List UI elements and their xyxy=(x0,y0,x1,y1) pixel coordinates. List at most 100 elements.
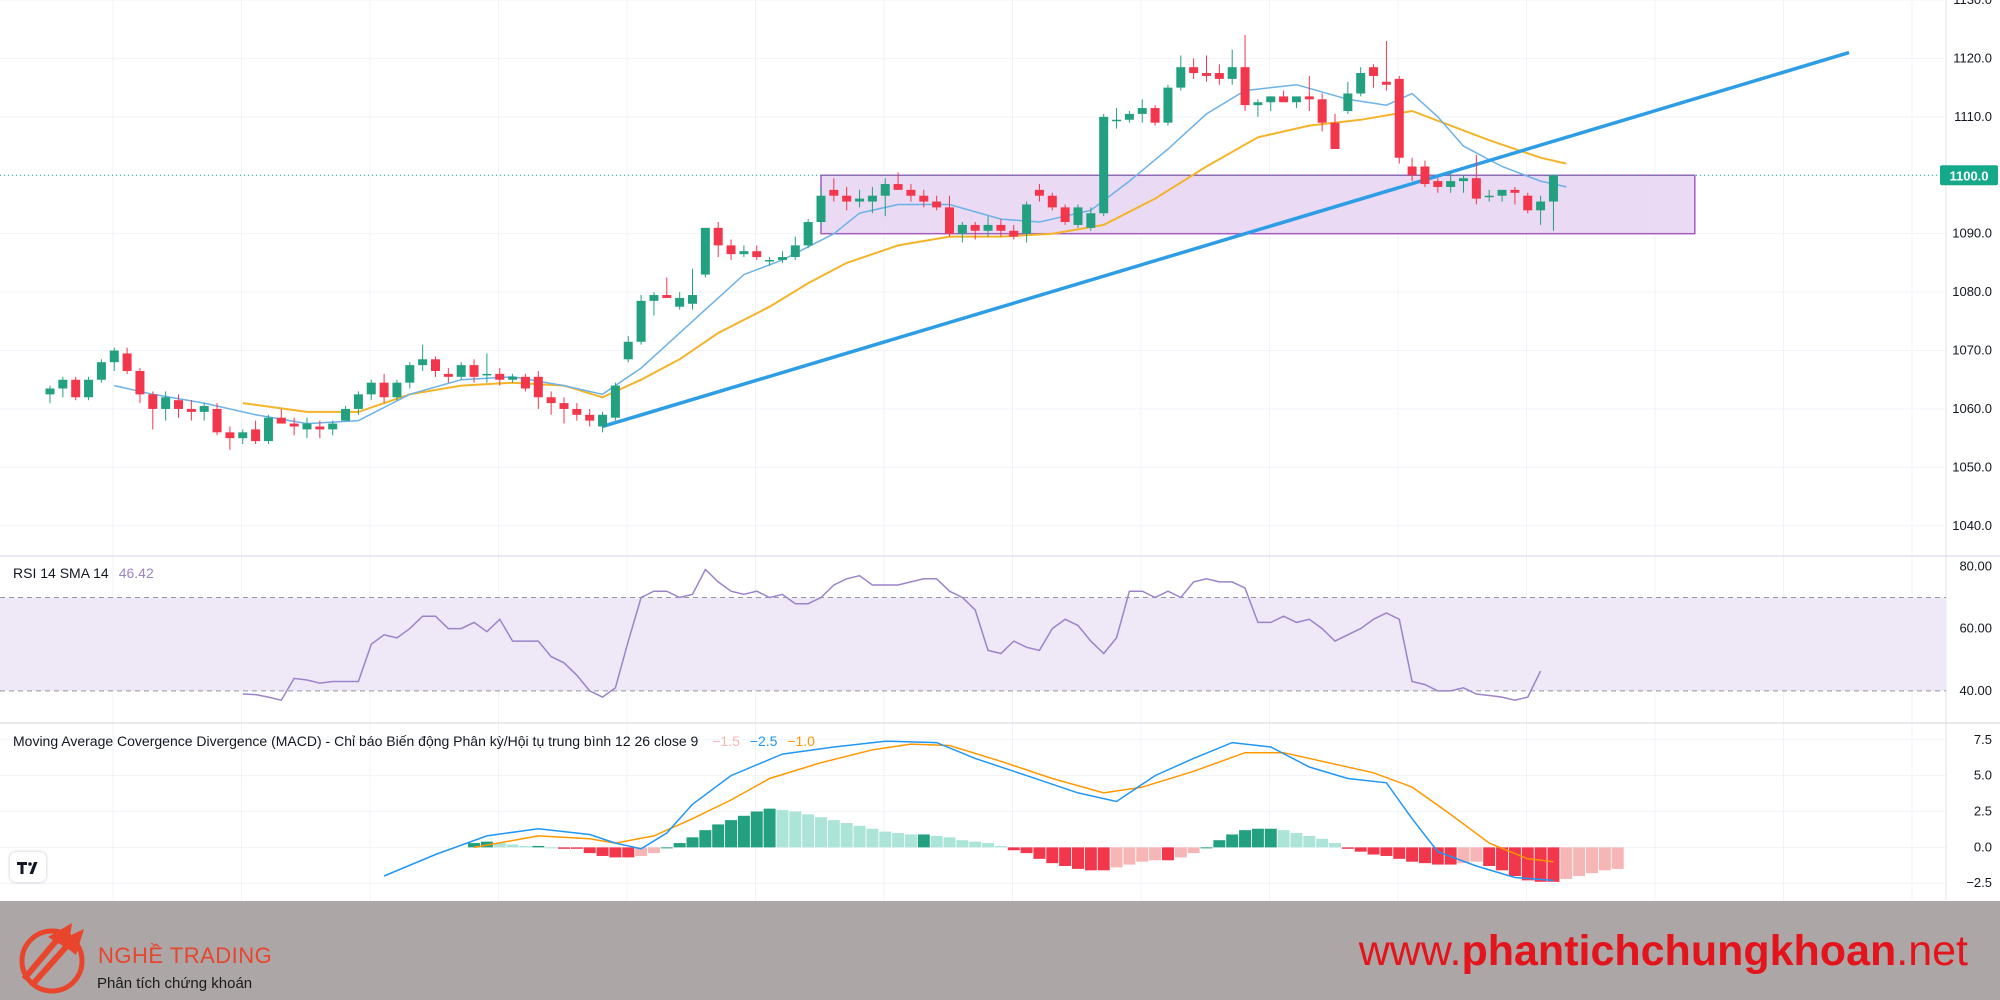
candle[interactable] xyxy=(880,178,890,217)
candle[interactable] xyxy=(585,408,595,427)
candle[interactable] xyxy=(1394,75,1404,164)
candle[interactable] xyxy=(96,359,106,383)
macd-histogram-bar[interactable] xyxy=(802,814,815,848)
candle[interactable] xyxy=(315,420,325,439)
candle[interactable] xyxy=(919,189,929,208)
macd-histogram-bar[interactable] xyxy=(750,811,763,848)
candle[interactable] xyxy=(842,186,852,211)
macd-histogram-bar[interactable] xyxy=(1598,847,1611,871)
candle[interactable] xyxy=(1356,67,1366,97)
macd-histogram-bar[interactable] xyxy=(1046,847,1059,864)
candle[interactable] xyxy=(983,216,993,237)
candle[interactable] xyxy=(251,420,261,444)
candle[interactable] xyxy=(366,379,376,401)
candle[interactable] xyxy=(1073,204,1083,228)
macd-pane[interactable] xyxy=(383,740,1624,882)
candle[interactable] xyxy=(1407,157,1417,182)
macd-histogram-bar[interactable] xyxy=(506,844,519,848)
macd-histogram-bar[interactable] xyxy=(1586,847,1598,874)
macd-histogram-bar[interactable] xyxy=(712,824,725,848)
macd-histogram-bar[interactable] xyxy=(647,847,660,854)
candle[interactable] xyxy=(1240,35,1250,111)
macd-histogram-bar[interactable] xyxy=(1470,847,1483,862)
candle[interactable] xyxy=(1471,154,1481,205)
macd-histogram-bar[interactable] xyxy=(930,835,943,848)
website-url[interactable]: www.phantichchungkhoan.net xyxy=(1359,927,1968,976)
candle[interactable] xyxy=(1124,111,1134,123)
macd-histogram-bar[interactable] xyxy=(1213,840,1226,848)
candle[interactable] xyxy=(1536,195,1546,225)
candle[interactable] xyxy=(431,356,440,377)
macd-histogram-bar[interactable] xyxy=(904,834,917,848)
rsi-pane[interactable] xyxy=(0,568,1946,702)
candle[interactable] xyxy=(276,408,286,424)
candle[interactable] xyxy=(906,184,916,202)
candle[interactable] xyxy=(45,385,55,404)
macd-histogram-bar[interactable] xyxy=(917,834,930,848)
candle[interactable] xyxy=(1381,40,1391,91)
macd-histogram-bar[interactable] xyxy=(1573,847,1586,877)
candle[interactable] xyxy=(1150,105,1160,126)
macd-histogram-bar[interactable] xyxy=(1560,847,1573,879)
candle[interactable] xyxy=(495,368,505,386)
candle[interactable] xyxy=(1548,175,1558,231)
macd-histogram-bar[interactable] xyxy=(1084,847,1097,871)
macd-histogram-bar[interactable] xyxy=(1406,847,1419,862)
macd-histogram-bar[interactable] xyxy=(1431,847,1444,865)
macd-histogram-bar[interactable] xyxy=(1187,847,1200,854)
macd-histogram-bar[interactable] xyxy=(892,833,905,848)
candle[interactable] xyxy=(675,292,685,310)
macd-histogram-bar[interactable] xyxy=(1367,847,1380,855)
macd-histogram-bar[interactable] xyxy=(468,843,481,848)
candle[interactable] xyxy=(1163,84,1173,126)
candle[interactable] xyxy=(71,376,81,401)
candle[interactable] xyxy=(456,362,466,380)
macd-histogram-bar[interactable] xyxy=(1611,847,1624,869)
macd-histogram-bar[interactable] xyxy=(1290,833,1303,848)
macd-histogram-bar[interactable] xyxy=(545,847,558,849)
candle[interactable] xyxy=(1266,96,1276,111)
candle[interactable] xyxy=(482,353,492,383)
candle[interactable] xyxy=(1420,160,1430,187)
candle[interactable] xyxy=(855,189,865,208)
macd-signal-line[interactable] xyxy=(473,743,1554,863)
candle[interactable] xyxy=(1343,81,1353,114)
macd-histogram-bar[interactable] xyxy=(1161,847,1174,861)
macd-histogram-bar[interactable] xyxy=(943,837,956,848)
candle[interactable] xyxy=(1369,64,1379,88)
candle[interactable] xyxy=(752,245,762,260)
macd-histogram-bar[interactable] xyxy=(1496,847,1509,871)
price-axis[interactable]: 1040.0 1050.0 1060.0 1070.0 1080.0 1090.0 1110… xyxy=(1940,0,1998,890)
trendline[interactable] xyxy=(602,50,1850,429)
macd-histogram-bar[interactable] xyxy=(1110,847,1123,868)
macd-histogram-bar[interactable] xyxy=(1418,847,1431,864)
candle[interactable] xyxy=(688,268,697,310)
macd-histogram-bar[interactable] xyxy=(994,845,1007,848)
candle[interactable] xyxy=(1510,186,1520,205)
macd-histogram-bar[interactable] xyxy=(1316,838,1329,848)
candle[interactable] xyxy=(1137,99,1147,123)
macd-histogram-bar[interactable] xyxy=(1483,847,1496,867)
candle[interactable] xyxy=(225,426,235,450)
tradingview-logo-icon[interactable] xyxy=(10,852,46,882)
macd-histogram-bar[interactable] xyxy=(1200,847,1213,849)
candle[interactable] xyxy=(1112,108,1122,129)
macd-histogram-bar[interactable] xyxy=(1354,847,1367,852)
candle[interactable] xyxy=(1086,207,1096,231)
candle[interactable] xyxy=(238,429,248,444)
candle[interactable] xyxy=(302,417,312,439)
macd-histogram-bar[interactable] xyxy=(673,843,686,848)
candle[interactable] xyxy=(443,368,453,383)
macd-histogram-bar[interactable] xyxy=(532,845,545,848)
candle[interactable] xyxy=(662,277,672,298)
macd-histogram-bar[interactable] xyxy=(879,831,892,848)
candle[interactable] xyxy=(135,368,145,404)
macd-histogram-bar[interactable] xyxy=(1380,847,1393,856)
macd-histogram-bar[interactable] xyxy=(660,847,673,849)
candle[interactable] xyxy=(1202,55,1211,82)
candle[interactable] xyxy=(572,403,582,421)
candle[interactable] xyxy=(1497,189,1507,202)
candle[interactable] xyxy=(559,397,569,424)
candle[interactable] xyxy=(1484,189,1494,202)
candle[interactable] xyxy=(1291,96,1301,109)
